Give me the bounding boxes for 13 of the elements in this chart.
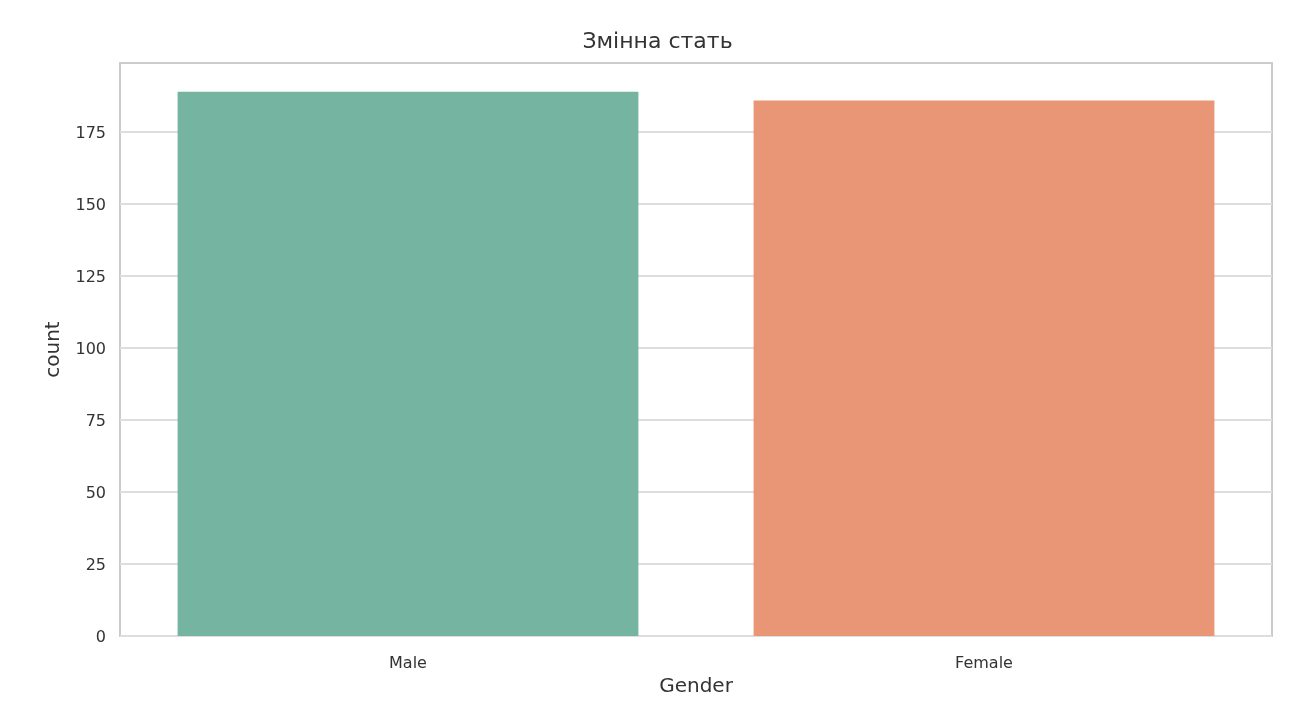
y-tick-label: 175 bbox=[75, 122, 106, 142]
y-axis-title: count bbox=[40, 321, 64, 378]
x-axis-title: Gender bbox=[659, 672, 734, 697]
x-tick-label: Female bbox=[955, 652, 1013, 672]
y-tick-label: 75 bbox=[85, 410, 106, 430]
chart-title: Змінна стать bbox=[582, 27, 733, 53]
x-tick-label: Male bbox=[389, 652, 427, 672]
y-tick-label: 100 bbox=[75, 338, 106, 358]
y-tick-label: 25 bbox=[85, 554, 106, 574]
y-tick-label: 150 bbox=[75, 194, 106, 214]
y-tick-label: 125 bbox=[75, 266, 106, 286]
y-tick-label: 0 bbox=[95, 626, 106, 646]
y-tick-label: 50 bbox=[85, 482, 106, 502]
